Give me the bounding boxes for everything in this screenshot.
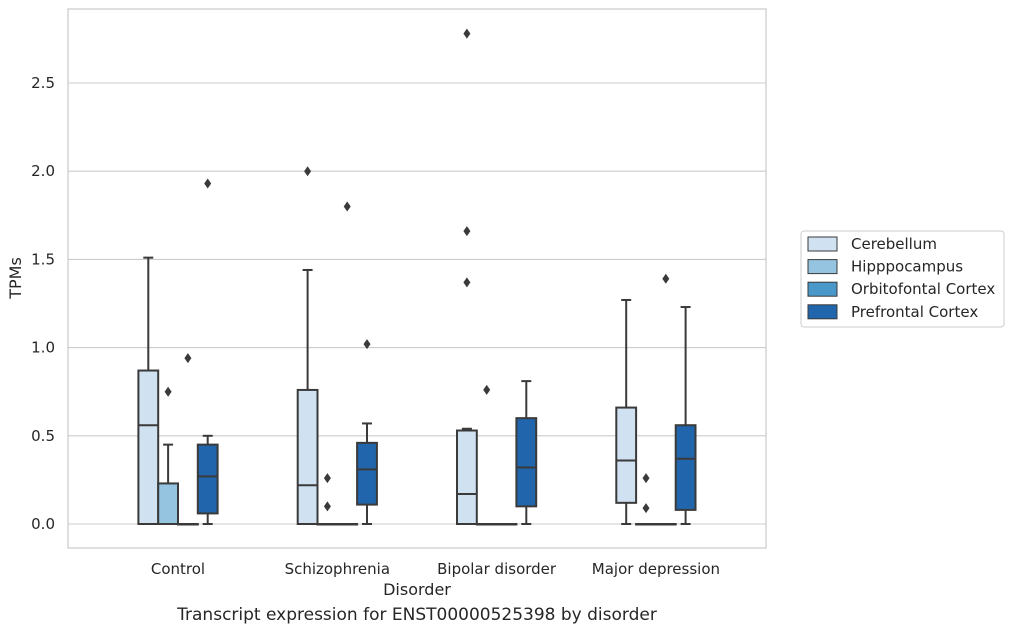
legend-items: Cerebellum Hipppocampus Orbitofontal Corte…	[807, 235, 995, 321]
box-body	[157, 482, 179, 526]
y-tick-label: 1.0	[31, 339, 55, 357]
y-tick-labels: 0.0 0.5 1.0 1.5 2.0 2.5	[31, 74, 55, 533]
box-3-0	[196, 178, 219, 525]
box-body	[296, 388, 319, 525]
outlier-point	[483, 384, 491, 395]
box-1-2	[475, 384, 498, 526]
box-3-2	[515, 380, 538, 525]
x-tick-label: Major depression	[592, 560, 720, 578]
legend-label: Cerebellum	[851, 235, 937, 253]
outlier-point	[323, 473, 331, 484]
x-tick-labels: Control Schizophrenia Bipolar disorder Majo…	[151, 560, 720, 578]
legend-item: Hipppocampus	[807, 258, 963, 276]
box-1-3	[635, 473, 657, 526]
legend-frame	[800, 230, 1005, 328]
x-axis-title: Disorder	[383, 580, 451, 599]
outlier-point	[363, 339, 371, 350]
x-tick-label: Bipolar disorder	[437, 560, 557, 578]
box-2-3	[654, 273, 677, 526]
box-body	[515, 417, 538, 508]
box-body	[137, 369, 160, 526]
grid-lines	[68, 82, 766, 525]
y-tick-label: 0.5	[31, 427, 55, 445]
legend-swatch	[807, 259, 838, 275]
box-body	[456, 429, 478, 525]
box-2-0	[177, 353, 199, 526]
x-tick-label: Schizophrenia	[285, 560, 390, 578]
legend-swatch	[807, 236, 838, 252]
box-3-1	[356, 339, 378, 525]
box-1-0	[157, 386, 179, 526]
y-tick-label: 0.0	[31, 515, 55, 533]
plot-frame	[67, 8, 767, 549]
box-0-3	[615, 298, 638, 525]
outlier-point	[463, 28, 471, 39]
y-tick-label: 1.5	[31, 250, 55, 268]
legend-item: Cerebellum	[807, 235, 937, 253]
box-2-1	[336, 201, 359, 526]
outlier-point	[343, 201, 351, 212]
box-body	[674, 424, 697, 511]
outlier-point	[184, 353, 192, 364]
outlier-point	[164, 386, 172, 397]
legend-label: Orbitofontal Cortex	[851, 280, 995, 298]
outlier-point	[642, 473, 650, 484]
box-2-2	[495, 523, 518, 526]
legend-label: Hipppocampus	[851, 258, 963, 276]
outlier-point	[642, 503, 650, 514]
y-tick-label: 2.5	[31, 74, 55, 92]
outlier-point	[662, 273, 670, 284]
box-0-0	[137, 256, 160, 526]
outlier-point	[304, 166, 312, 177]
legend-label: Prefrontal Cortex	[851, 303, 978, 321]
box-body	[615, 406, 638, 504]
outlier-point	[204, 178, 212, 189]
legend-item: Orbitofontal Cortex	[807, 280, 995, 298]
box-1-1	[316, 473, 339, 526]
box-plot-marks	[137, 28, 697, 526]
box-0-2	[456, 28, 478, 525]
y-tick-label: 2.0	[31, 162, 55, 180]
outlier-point	[463, 226, 471, 237]
x-tick-label: Control	[151, 560, 205, 578]
box-0-1	[296, 166, 319, 525]
box-3-3	[674, 306, 697, 525]
legend: Cerebellum Hipppocampus Orbitofontal Corte…	[800, 230, 1005, 328]
legend-item: Prefrontal Cortex	[807, 303, 978, 321]
legend-swatch	[807, 304, 838, 320]
outlier-point	[463, 277, 471, 288]
outlier-point	[323, 501, 331, 512]
figure-caption: Transcript expression for ENST0000052539…	[177, 605, 657, 625]
y-axis-title: TPMs	[6, 257, 25, 300]
box-body	[356, 441, 378, 506]
legend-swatch	[807, 281, 838, 297]
box-body	[196, 443, 219, 515]
